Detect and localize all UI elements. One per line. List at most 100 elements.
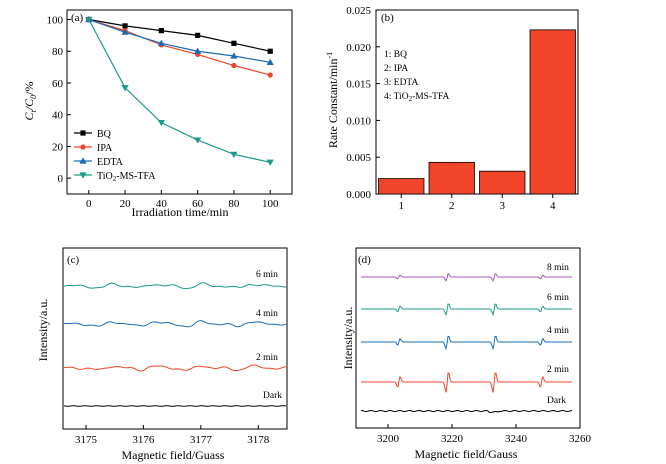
x-tick-label: 3175 [75, 434, 98, 446]
series-line [88, 18, 271, 52]
legend-marker [80, 144, 86, 150]
data-point [231, 40, 237, 46]
legend-marker [79, 172, 87, 179]
spectrum-line [360, 409, 573, 413]
spectrum-line [361, 372, 572, 393]
spectrum-label: 4 min [256, 309, 278, 319]
y-tick-label: 0.015 [346, 79, 371, 91]
series-line [88, 18, 271, 63]
x-tick-label: 3178 [247, 434, 270, 446]
panel-d-frame [355, 247, 581, 429]
data-point [194, 137, 202, 144]
panel-d: (d) Magnetic field/Gauss Intensity/a.u. … [341, 247, 592, 461]
panel-c-ylabel: Intensity/a.u. [36, 299, 50, 362]
x-tick-label: 1 [399, 200, 405, 212]
data-point [158, 28, 164, 34]
x-tick-label: 3 [500, 200, 506, 212]
x-tick-label: 4 [550, 200, 556, 212]
x-tick-label: 0 [86, 198, 92, 210]
panel-a: (a) Irradiation time/min Ct/C0/% 0 20 40 60… [22, 9, 293, 219]
legend-marker [79, 157, 87, 164]
spectrum-label: 2 min [256, 353, 278, 363]
y-tick-label: 0.025 [346, 5, 371, 17]
spectrum-line [361, 273, 572, 282]
panel-b-ylabel: Rate Constant/min-1 [325, 52, 340, 148]
panel-b-label: (b) [381, 12, 394, 24]
legend-label: IPA [97, 143, 113, 154]
panel-c-frame [62, 247, 288, 430]
data-point [122, 23, 128, 29]
spectrum-label: 6 min [256, 270, 278, 280]
spectrum-label: 2 min [547, 365, 569, 375]
y-tick-label: 0.005 [346, 152, 371, 164]
data-point [194, 47, 202, 54]
panel-d-xlabel: Magnetic field/Gauss [415, 447, 518, 461]
data-point [266, 58, 274, 65]
data-point [195, 32, 201, 38]
data-point [266, 159, 274, 166]
legend-label: BQ [97, 129, 112, 140]
data-point [85, 16, 93, 24]
data-point [231, 62, 237, 69]
bar [428, 161, 475, 195]
x-tick-label: 3260 [569, 433, 592, 445]
x-tick-label: 2 [449, 200, 455, 212]
legend-marker [80, 130, 86, 136]
spectrum-label: 4 min [547, 326, 569, 336]
series-line [88, 18, 271, 76]
x-tick-label: 100 [262, 198, 279, 210]
data-point [267, 48, 273, 54]
bar [529, 29, 576, 195]
panel-a-ylabel: Ct/C0/% [22, 82, 38, 121]
spectrum-line [63, 364, 287, 372]
spectrum-label: Dark [547, 396, 566, 406]
panel-a-xlabel: Irradiation time/min [132, 205, 229, 219]
y-tick-label: 0.020 [346, 42, 371, 54]
panel-b-note: 2: IPA [384, 64, 408, 74]
spectrum-line [361, 335, 572, 351]
x-tick-label: 3220 [441, 433, 464, 445]
y-tick-label: 100 [47, 15, 64, 27]
bar [479, 170, 526, 195]
data-point [157, 120, 165, 127]
spectrum-label: 6 min [547, 293, 569, 303]
y-tick-label: 40 [52, 110, 64, 122]
panel-c: (c) Magnetic field/Guass Intensity/a.u. … [36, 247, 288, 462]
y-tick-label: 60 [52, 78, 64, 90]
x-tick-label: 3177 [190, 434, 213, 446]
x-tick-label: 3176 [132, 434, 155, 446]
legend-label: EDTA [97, 157, 124, 168]
x-tick-label: 40 [156, 198, 168, 210]
legend-label: TiO2-MS-TFA [97, 171, 156, 183]
x-tick-label: 80 [228, 198, 240, 210]
spectrum-line [361, 303, 572, 317]
y-tick-label: 0.010 [346, 115, 371, 127]
x-tick-label: 60 [192, 198, 204, 210]
spectrum-label: 8 min [547, 263, 569, 273]
data-point [267, 72, 273, 78]
panel-d-label: (d) [358, 254, 371, 266]
panel-b-frame [375, 9, 579, 195]
panel-b-note: 3: EDTA [384, 78, 418, 88]
x-tick-label: 20 [120, 198, 132, 210]
data-point [121, 28, 129, 35]
panel-d-ylabel: Intensity/a.u. [341, 307, 355, 370]
data-point [230, 151, 238, 158]
panel-a-label: (a) [71, 12, 84, 24]
y-tick-label: 0.000 [346, 189, 371, 201]
y-tick-label: 20 [52, 141, 64, 153]
series-line [88, 19, 271, 163]
panel-c-label: (c) [67, 254, 80, 266]
spectrum-line [63, 320, 287, 328]
panel-b-notes: 1: BQ 2: IPA 3: EDTA 4: TiO2-MS-TFA [384, 50, 450, 103]
panel-b-note: 1: BQ [384, 50, 407, 60]
y-tick-label: 0 [58, 173, 64, 185]
spectrum-line [63, 282, 287, 289]
spectrum-line [63, 405, 287, 407]
data-point [157, 39, 165, 46]
panel-c-xlabel: Magnetic field/Guass [122, 448, 225, 462]
panel-a-frame [66, 9, 293, 195]
data-point [121, 85, 129, 92]
panel-b: (b) Rate Constant/min-1 1: BQ 2: IPA 3: … [325, 5, 579, 212]
